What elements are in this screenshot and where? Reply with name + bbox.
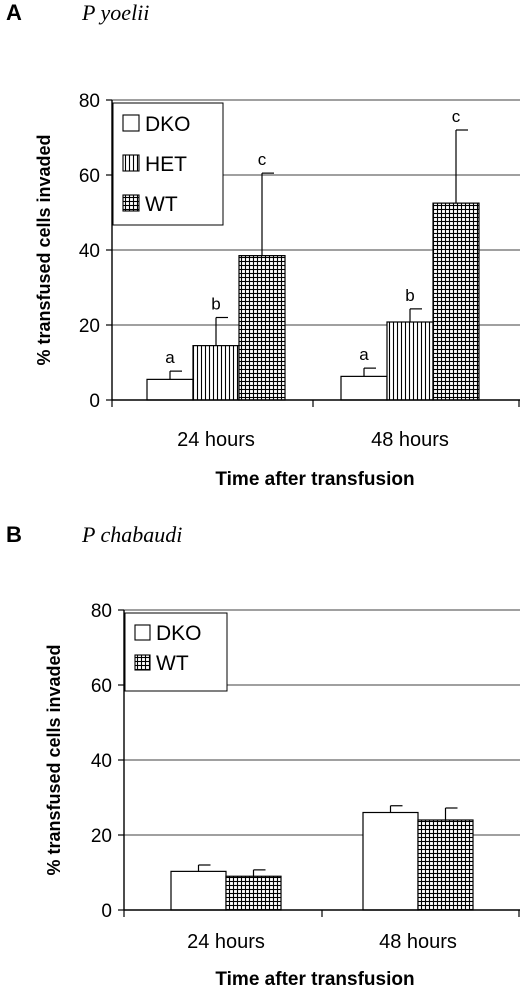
bar-dko-2 bbox=[340, 375, 388, 401]
panel-b-y-axis-label: % transfused cells invaded bbox=[44, 644, 64, 875]
significance-letter: b bbox=[211, 295, 220, 314]
panel-a-x-axis-label: Time after transfusion bbox=[215, 469, 414, 490]
panel-a-species: P yoelii bbox=[81, 0, 149, 25]
legend-swatch-wt bbox=[134, 654, 151, 671]
legend-swatch-dko bbox=[134, 624, 151, 641]
significance-letter: c bbox=[258, 150, 267, 169]
significance-letter: a bbox=[359, 345, 369, 364]
panel-a-axes bbox=[111, 100, 520, 407]
y-tick-label: 20 bbox=[79, 316, 100, 337]
y-tick-label: 80 bbox=[91, 601, 112, 622]
y-tick-label: 20 bbox=[91, 826, 112, 847]
y-tick-label: 0 bbox=[89, 391, 100, 412]
chart-panel-a: A P yoelii 0 20 40 60 80 a b c a b c 24 hours 48 h… bbox=[6, 0, 520, 490]
panel-b-species: P chabaudi bbox=[81, 522, 182, 547]
x-category-label: 48 hours bbox=[379, 931, 457, 953]
x-category-label: 48 hours bbox=[371, 429, 449, 451]
legend-label-wt: WT bbox=[145, 193, 178, 216]
bar-het-2 bbox=[386, 321, 434, 401]
legend-swatch-dko bbox=[122, 114, 140, 132]
bar-wt-2 bbox=[432, 202, 480, 401]
significance-letter: a bbox=[165, 348, 175, 367]
panel-b-axes bbox=[123, 610, 520, 917]
panel-a-legend: DKO HET WT bbox=[112, 102, 224, 226]
panel-b-bars bbox=[170, 805, 474, 911]
panel-a-y-ticks: 0 20 40 60 80 bbox=[79, 91, 112, 412]
significance-letter: b bbox=[405, 286, 414, 305]
bar-wt-1 bbox=[238, 255, 286, 401]
legend-swatch-het bbox=[122, 154, 140, 172]
panel-b-legend: DKO WT bbox=[124, 612, 228, 692]
panel-a-label: A bbox=[6, 0, 22, 25]
x-category-label: 24 hours bbox=[177, 429, 255, 451]
y-tick-label: 40 bbox=[79, 241, 100, 262]
panel-a-y-axis-label: % transfused cells invaded bbox=[34, 134, 54, 365]
legend-label-het: HET bbox=[145, 153, 187, 176]
y-tick-label: 40 bbox=[91, 751, 112, 772]
legend-swatch-wt bbox=[122, 194, 140, 212]
bar-dko-1 bbox=[146, 378, 194, 401]
panel-b-x-axis-label: Time after transfusion bbox=[215, 969, 414, 990]
panel-b-categories: 24 hours 48 hours bbox=[187, 931, 457, 953]
panel-a-categories: 24 hours 48 hours bbox=[177, 429, 449, 451]
panel-b-y-ticks: 0 20 40 60 80 bbox=[91, 601, 124, 922]
bar-wt-2 bbox=[417, 819, 474, 911]
legend-label-wt: WT bbox=[156, 652, 189, 675]
panel-b-label: B bbox=[6, 522, 22, 547]
significance-letter: c bbox=[452, 107, 461, 126]
y-tick-label: 60 bbox=[91, 676, 112, 697]
bar-dko-1 bbox=[170, 870, 227, 911]
bar-wt-1 bbox=[225, 875, 282, 911]
legend-label-dko: DKO bbox=[145, 113, 191, 136]
x-category-label: 24 hours bbox=[187, 931, 265, 953]
legend-label-dko: DKO bbox=[156, 622, 202, 645]
panel-a-bars: a b c a b c bbox=[146, 107, 480, 401]
y-tick-label: 80 bbox=[79, 91, 100, 112]
y-tick-label: 0 bbox=[101, 901, 112, 922]
y-tick-label: 60 bbox=[79, 166, 100, 187]
bar-dko-2 bbox=[362, 811, 419, 911]
bar-het-1 bbox=[192, 345, 240, 401]
